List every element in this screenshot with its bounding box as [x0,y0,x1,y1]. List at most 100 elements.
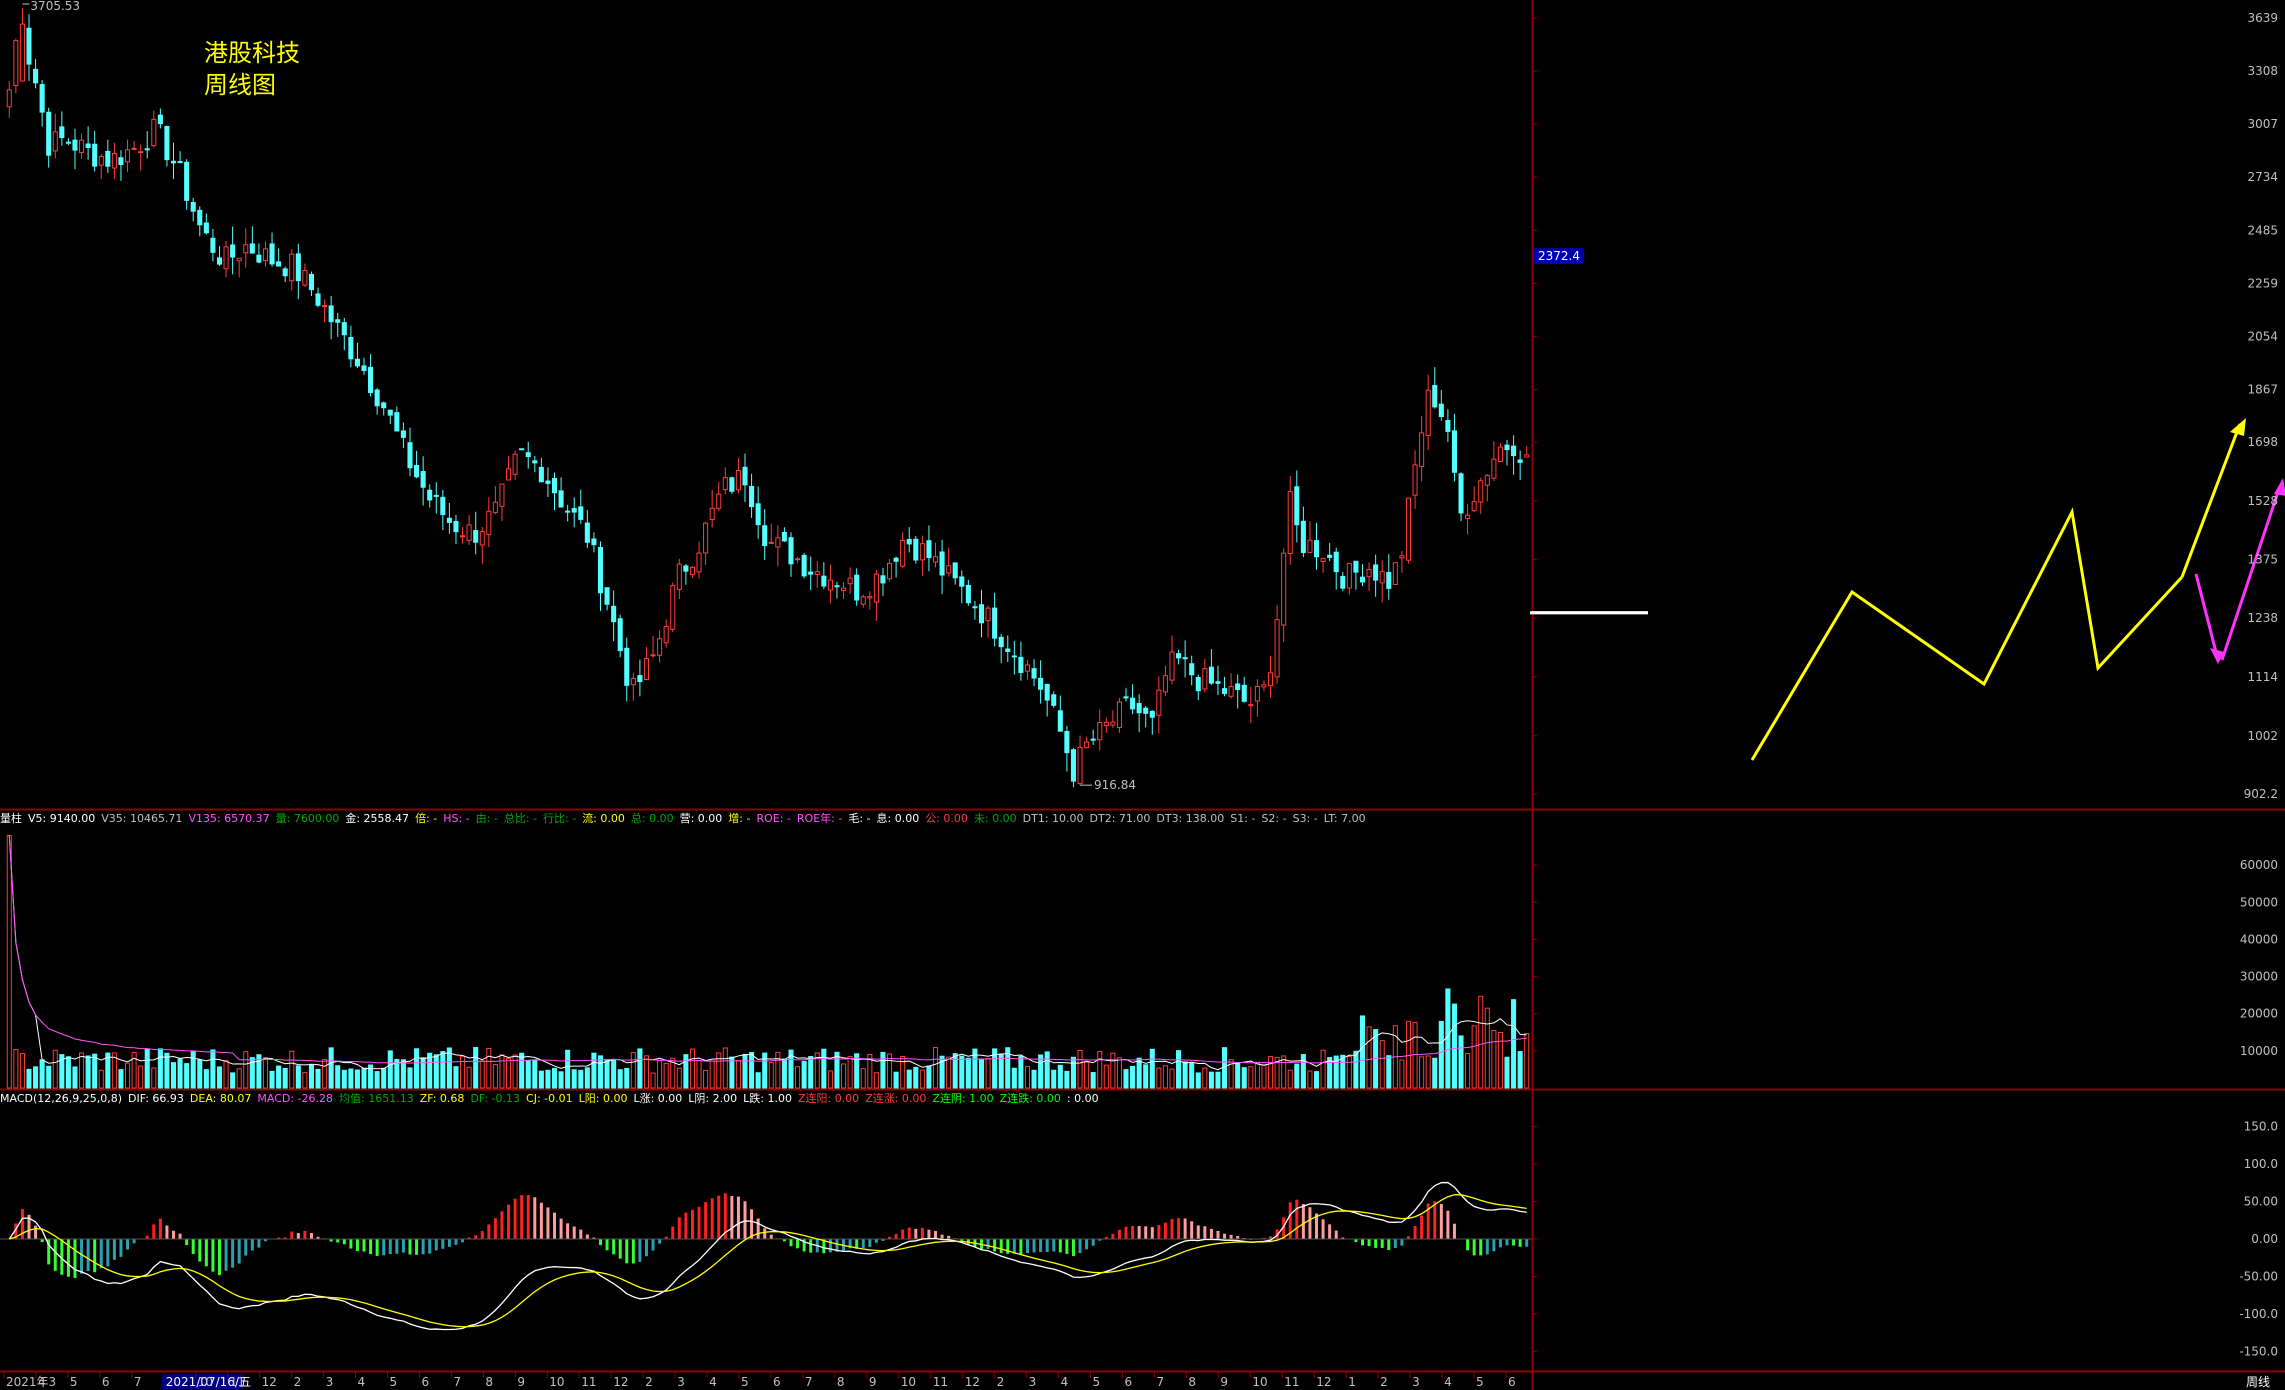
time-label: 3 [1412,1375,1420,1389]
time-label: 12 [965,1375,980,1389]
candle [282,266,288,283]
price-tick-label: 2734 [2247,170,2278,184]
candle [124,139,131,173]
candle-body [558,490,564,508]
candle-body [1202,668,1208,690]
macd-info-item: MACD: -26.28 [257,1092,334,1105]
candle [926,525,932,572]
volume-bar [1110,1052,1116,1089]
candle-body [1038,677,1044,690]
volume-bar [440,1051,446,1089]
candle-body [315,293,321,306]
candle [460,527,466,544]
low-label: 916.84 [1094,778,1136,792]
candle [433,482,439,514]
candle [1465,503,1471,535]
volume-bar [1471,1025,1477,1089]
price-tick-label: 902.2 [2244,787,2278,801]
candle [354,342,360,369]
volume-bar [499,1054,505,1089]
candle-body [716,493,722,509]
macd-tick-label: -50.00 [2239,1269,2278,1283]
candle-body [1465,514,1471,519]
candle-body [545,480,551,484]
candle [1504,439,1510,466]
candle-body [676,563,682,590]
candle [348,325,354,368]
volume-bar [1353,1050,1359,1089]
volume-panel[interactable] [6,834,1530,1089]
time-label: 11 [230,1375,245,1389]
candle [827,564,833,604]
candle-body [683,565,689,572]
candle-body [808,571,814,575]
candle-body [361,365,367,371]
candle-body [1235,683,1241,691]
candle-body [1504,444,1510,451]
volume-bar [1136,1057,1142,1089]
time-label: 4 [358,1375,366,1389]
volume-tick-label: 40000 [2240,932,2278,946]
volume-bar [164,1052,170,1089]
volume-bar [584,1067,590,1089]
y-axes: 3639 3308 3007 2734 2485 2259 2054 1867 1698 1528… [1532,11,2278,1358]
candle-body [998,636,1004,648]
volume-bar [1011,1067,1017,1089]
volume-bar [604,1059,610,1089]
candle [197,206,203,237]
candle-body [926,540,932,559]
candle [1261,680,1267,692]
candle-body [1491,458,1497,479]
volume-info-bar: 量柱 V5: 9140.00 V35: 10465.71 V135: 6570.37 量… [0,811,1372,827]
volume-info-item: 公: 0.00 [925,812,968,825]
yellow-arrowhead [2230,418,2246,436]
price-panel[interactable]: 3705.53 916.84 [6,0,2285,792]
volume-bar [512,1054,518,1089]
candle [1077,735,1083,786]
candle-body [565,510,571,513]
candle-body [1419,432,1425,468]
volume-bar [256,1054,262,1089]
candle [1511,435,1517,475]
candle-body [854,574,860,601]
volume-bar [558,1071,564,1089]
volume-tick-label: 30000 [2240,970,2278,984]
volume-bar [1070,1056,1076,1089]
candle-body [1287,491,1293,554]
volume-bar [801,1060,807,1089]
candle [164,125,170,167]
current-price-tag [1534,248,1584,265]
volume-bar [821,1048,827,1089]
macd-panel[interactable] [0,1181,1532,1331]
period-label: 周线 [2246,1375,2270,1389]
candle [1373,554,1379,597]
volume-bar [1051,1069,1057,1089]
price-tick-label: 1238 [2247,611,2278,625]
candle-body [1438,403,1444,418]
time-label: 10 [198,1375,213,1389]
candle [479,527,485,564]
candle [565,504,571,522]
volume-bar [1176,1050,1182,1089]
candle-body [394,412,400,432]
current-price-label: 2372.4 [1538,249,1580,263]
magenta-arrow-down [2194,573,2220,661]
candle-body [781,531,787,542]
candle [98,153,104,180]
candle-body [105,150,111,167]
volume-bar [289,1050,295,1089]
candle [1254,679,1260,717]
candle [308,271,314,297]
price-tick-label: 3007 [2247,117,2278,131]
volume-bar [184,1063,190,1089]
candle [1149,710,1155,735]
candle-body [643,658,650,681]
candle [1274,605,1280,684]
volume-bar [1399,1059,1405,1089]
candle-body [1333,551,1339,573]
volume-bar [519,1052,525,1089]
candle [742,453,748,503]
volume-bar [1261,1064,1267,1089]
volume-bar [1340,1054,1346,1089]
time-label: 10 [1252,1375,1267,1389]
